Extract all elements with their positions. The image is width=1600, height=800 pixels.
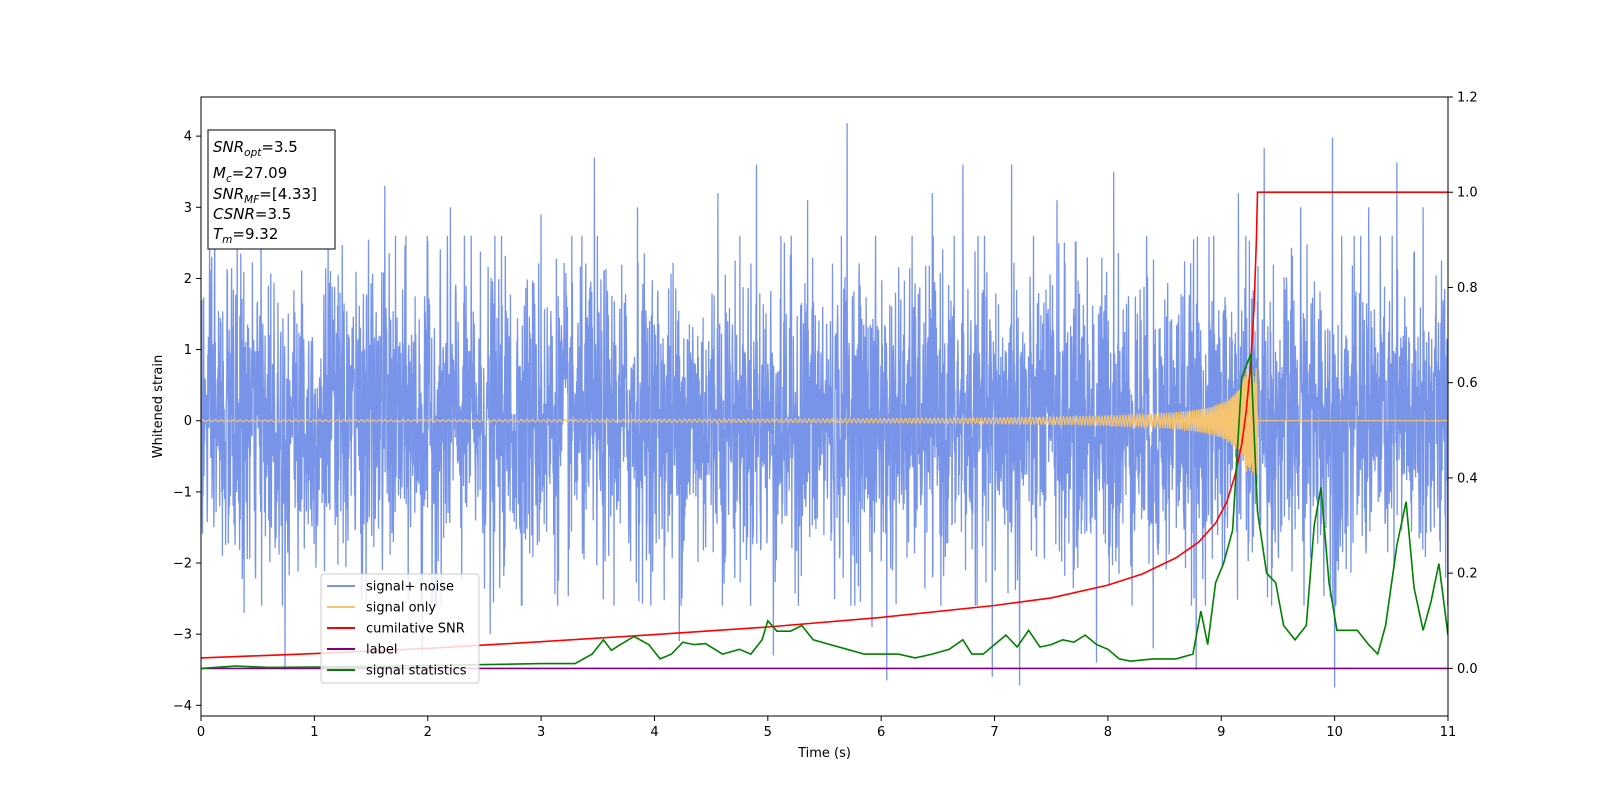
legend-label: signal+ noise: [366, 580, 454, 595]
legend-label: cumilative SNR: [366, 622, 465, 637]
y-left-tick-label: 2: [184, 272, 192, 287]
x-tick-label: 2: [424, 725, 432, 740]
y-left-tick-label: −3: [173, 628, 192, 643]
plot-frame: [200, 96, 1449, 717]
info-tm: Tm=9.32: [213, 225, 278, 246]
info-snr-mf: SNRMF=[4.33]: [213, 185, 317, 206]
y-right-tick-label: 0.4: [1457, 471, 1478, 486]
x-tick-label: 1: [310, 725, 318, 740]
y-left-tick-label: −4: [173, 699, 192, 714]
y-right-tick-label: 0.0: [1457, 662, 1478, 677]
y-right-tick-label: 1.0: [1457, 186, 1478, 201]
y-left-tick-label: 0: [184, 414, 192, 429]
x-tick-label: 10: [1326, 725, 1343, 740]
y-left-tick-label: −1: [173, 485, 192, 500]
x-tick-label: 7: [990, 725, 998, 740]
legend: signal+ noise signal only cumilative SNR la…: [320, 573, 480, 684]
legend-label: signal statistics: [366, 664, 467, 679]
info-box-frame: [207, 129, 336, 250]
y-left-tick-label: 3: [184, 201, 192, 216]
x-tick-label: 3: [537, 725, 545, 740]
info-mc: Mc=27.09: [213, 164, 287, 185]
y-left-tick-label: 1: [184, 343, 192, 358]
info-csnr: CSNR=3.5: [213, 205, 291, 223]
series-signal-noise: [201, 123, 1448, 688]
x-tick-label: 4: [650, 725, 658, 740]
x-tick-label: 11: [1440, 725, 1457, 740]
y-left-tick-label: 4: [184, 130, 192, 145]
x-tick-label: 0: [197, 725, 205, 740]
y-axis-title: Whitened strain: [151, 355, 166, 458]
x-tick-label: 9: [1217, 725, 1225, 740]
x-tick-label: 5: [764, 725, 772, 740]
legend-label: signal only: [366, 601, 436, 616]
y-right-tick-label: 0.6: [1457, 376, 1478, 391]
y-right-tick-label: 1.2: [1457, 91, 1478, 106]
legend-frame: [320, 573, 480, 684]
info-box: SNRopt=3.5 Mc=27.09 SNRMF=[4.33] CSNR=3.…: [207, 129, 336, 250]
legend-label: label: [366, 643, 397, 658]
series-cumulative-snr: [201, 191, 1448, 659]
y-right-tick-label: 0.8: [1457, 281, 1478, 296]
x-tick-label: 8: [1104, 725, 1112, 740]
x-tick-label: 6: [877, 725, 885, 740]
series-signal-statistics: [201, 353, 1448, 670]
info-snr-opt: SNRopt=3.5: [213, 138, 298, 159]
y-right-tick-label: 0.2: [1457, 567, 1478, 582]
x-axis-title: Time (s): [797, 746, 851, 761]
y-left-tick-label: −2: [173, 557, 192, 572]
axes: 0 1 2 3 4 5 6 7 8 9 10 1143210−1−2−3−41.21.00.80.60…: [173, 91, 1478, 741]
